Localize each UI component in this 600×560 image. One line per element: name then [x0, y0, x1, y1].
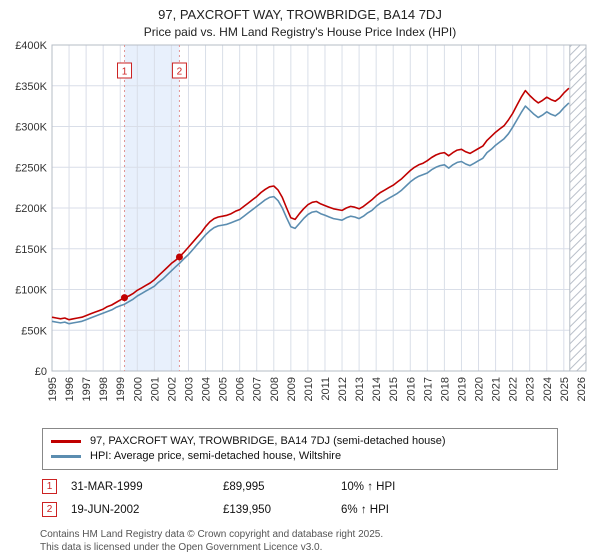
svg-text:£150K: £150K: [15, 244, 47, 256]
svg-text:£400K: £400K: [15, 40, 47, 52]
svg-text:£250K: £250K: [15, 162, 47, 174]
svg-text:2010: 2010: [303, 377, 315, 401]
svg-text:2025: 2025: [559, 377, 571, 401]
transaction-2-date: 19-JUN-2002: [71, 503, 140, 516]
svg-text:2004: 2004: [201, 377, 213, 401]
svg-text:£350K: £350K: [15, 81, 47, 93]
legend-label-property: 97, PAXCROFT WAY, TROWBRIDGE, BA14 7DJ (…: [90, 435, 446, 447]
svg-text:2012: 2012: [337, 377, 349, 401]
svg-text:2013: 2013: [354, 377, 366, 401]
page-title: 97, PAXCROFT WAY, TROWBRIDGE, BA14 7DJ: [158, 7, 442, 22]
svg-text:£0: £0: [35, 366, 47, 378]
license-footer: Contains HM Land Registry data © Crown c…: [40, 528, 600, 554]
svg-text:1998: 1998: [98, 377, 110, 401]
svg-text:2018: 2018: [439, 377, 451, 401]
svg-text:2006: 2006: [235, 377, 247, 401]
svg-text:2003: 2003: [183, 377, 195, 401]
svg-text:£300K: £300K: [15, 122, 47, 134]
svg-text:2019: 2019: [456, 377, 468, 401]
transaction-2-price: £139,950: [223, 503, 271, 516]
transaction-row-2: 2 19-JUN-2002 £139,950 6% ↑ HPI: [42, 501, 600, 518]
transaction-1-date: 31-MAR-1999: [71, 480, 143, 493]
svg-text:1: 1: [122, 67, 128, 78]
svg-text:2011: 2011: [320, 377, 332, 401]
transaction-2-hpi: 6% ↑ HPI: [341, 503, 389, 516]
svg-text:2024: 2024: [542, 377, 554, 401]
legend-swatch-hpi: [51, 455, 81, 458]
chart-legend: 97, PAXCROFT WAY, TROWBRIDGE, BA14 7DJ (…: [42, 428, 558, 470]
svg-text:2022: 2022: [508, 377, 520, 401]
svg-text:2023: 2023: [525, 377, 537, 401]
footer-line-2: This data is licensed under the Open Gov…: [40, 542, 323, 553]
svg-text:2001: 2001: [149, 377, 161, 401]
svg-text:£200K: £200K: [15, 203, 47, 215]
legend-label-hpi: HPI: Average price, semi-detached house,…: [90, 450, 342, 462]
svg-text:2026: 2026: [576, 377, 588, 401]
svg-text:2008: 2008: [269, 377, 281, 401]
svg-text:1997: 1997: [81, 377, 93, 401]
svg-text:£100K: £100K: [15, 285, 47, 297]
legend-swatch-property: [51, 440, 81, 443]
transaction-1-price: £89,995: [223, 480, 265, 493]
svg-text:1996: 1996: [64, 377, 76, 401]
price-chart: 1 2 £0 £50K £100K £150K £200K £250K £300K £350K £4…: [15, 40, 588, 401]
svg-text:2009: 2009: [286, 377, 298, 401]
svg-text:2000: 2000: [132, 377, 144, 401]
svg-text:1999: 1999: [115, 377, 127, 401]
legend-row-hpi: HPI: Average price, semi-detached house,…: [51, 449, 549, 464]
legend-row-property: 97, PAXCROFT WAY, TROWBRIDGE, BA14 7DJ (…: [51, 434, 549, 449]
svg-text:2021: 2021: [491, 377, 503, 401]
transaction-1-marker: 1: [42, 479, 57, 494]
svg-text:2017: 2017: [422, 377, 434, 401]
svg-text:2014: 2014: [371, 377, 383, 401]
svg-text:2015: 2015: [388, 377, 400, 401]
svg-text:£50K: £50K: [21, 325, 47, 337]
transaction-row-1: 1 31-MAR-1999 £89,995 10% ↑ HPI: [42, 478, 600, 495]
transactions-table: 1 31-MAR-1999 £89,995 10% ↑ HPI 2 19-JUN…: [42, 478, 600, 518]
svg-text:2005: 2005: [218, 377, 230, 401]
svg-text:1995: 1995: [47, 377, 59, 401]
transaction-1-hpi: 10% ↑ HPI: [341, 480, 396, 493]
svg-text:2020: 2020: [474, 377, 486, 401]
svg-text:2: 2: [177, 67, 183, 78]
svg-text:2007: 2007: [252, 377, 264, 401]
page-subtitle: Price paid vs. HM Land Registry's House …: [143, 25, 457, 39]
footer-line-1: Contains HM Land Registry data © Crown c…: [40, 529, 384, 540]
svg-text:2016: 2016: [405, 377, 417, 401]
svg-text:2002: 2002: [166, 377, 178, 401]
transaction-2-marker: 2: [42, 502, 57, 517]
